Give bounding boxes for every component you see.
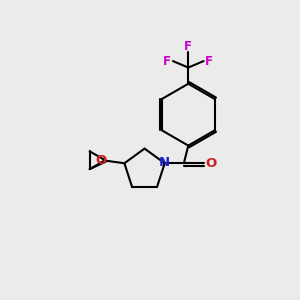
Text: F: F [184, 40, 192, 53]
Text: F: F [164, 55, 171, 68]
Text: N: N [159, 156, 170, 169]
Text: F: F [205, 55, 213, 68]
Text: O: O [96, 154, 107, 167]
Text: O: O [205, 157, 217, 170]
